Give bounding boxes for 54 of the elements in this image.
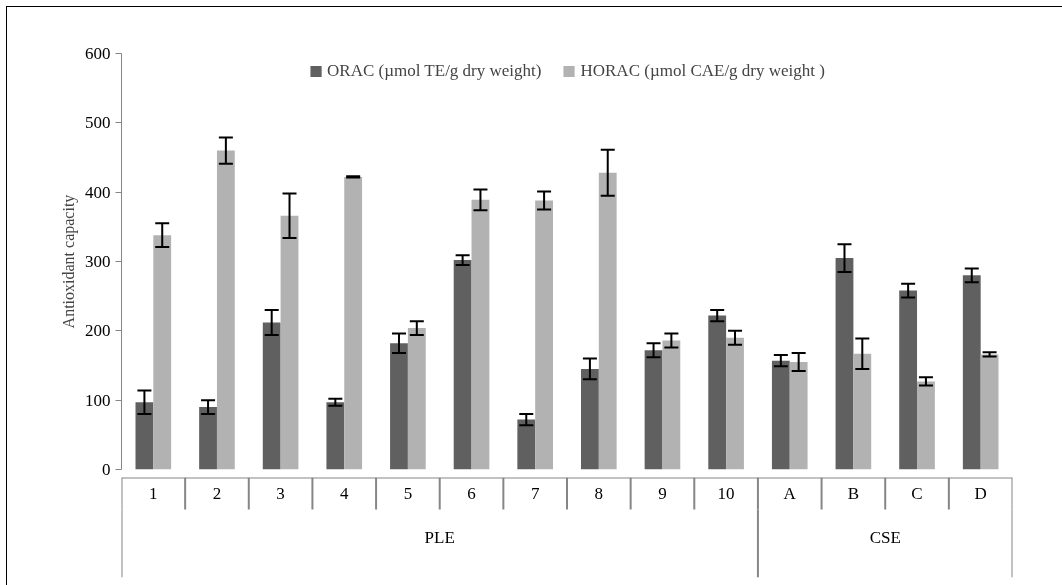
- bar: [598, 172, 617, 470]
- bar: [344, 176, 363, 470]
- bar: [453, 260, 472, 470]
- y-axis-title: Antioxidant capacity: [60, 194, 78, 329]
- bar: [726, 337, 744, 470]
- x-tick-label: 1: [149, 484, 158, 503]
- bar: [835, 258, 854, 470]
- y-tick-label: 400: [85, 182, 111, 202]
- text: CSE: [869, 528, 901, 547]
- x-tick-label: B: [847, 484, 860, 503]
- x-tick-label: 10: [717, 484, 735, 503]
- x-tick-label: 7: [530, 484, 540, 503]
- bar: [899, 290, 918, 470]
- text: PLE: [424, 528, 455, 547]
- y-tick-label: 0: [102, 460, 111, 479]
- y-tick-label: 300: [85, 252, 111, 271]
- bar: [662, 340, 681, 470]
- x-tick-label: A: [783, 484, 797, 503]
- bar: [853, 353, 872, 470]
- y-tick-label: 100: [85, 390, 111, 410]
- bar: [771, 360, 790, 470]
- bar: [326, 402, 345, 470]
- bar: [262, 322, 281, 470]
- bar: [581, 368, 599, 470]
- y-tick-label: 600: [85, 44, 111, 63]
- bar: [517, 419, 536, 470]
- bar: [471, 199, 490, 470]
- bar: [280, 215, 299, 470]
- bar: [789, 362, 808, 470]
- x-tick-label: 9: [658, 484, 667, 503]
- bar: [917, 381, 935, 470]
- bar: [153, 235, 172, 470]
- x-tick-label: 6: [467, 484, 476, 503]
- bar: [135, 402, 154, 470]
- bar: [535, 200, 553, 470]
- x-tick-label: 8: [594, 484, 604, 503]
- x-tick-label: D: [974, 484, 987, 503]
- bar: [644, 350, 663, 470]
- bar: [962, 275, 981, 470]
- bar: [390, 343, 408, 470]
- x-tick-label: 2: [212, 484, 222, 503]
- x-tick-label: C: [911, 484, 923, 503]
- legend-label: ORAC (µmol TE/g dry weight): [327, 61, 542, 81]
- x-tick-label: 4: [340, 484, 349, 503]
- bar: [980, 354, 999, 470]
- x-tick-label: 3: [276, 484, 285, 503]
- bar: [216, 150, 235, 470]
- bar: [407, 328, 426, 470]
- bar: [199, 407, 217, 470]
- y-tick-label: 500: [85, 113, 111, 133]
- y-tick-label: 200: [85, 321, 111, 341]
- legend-label: HORAC (µmol CAE/g dry weight ): [580, 61, 825, 81]
- bar: [708, 315, 727, 470]
- x-tick-label: 5: [403, 484, 413, 503]
